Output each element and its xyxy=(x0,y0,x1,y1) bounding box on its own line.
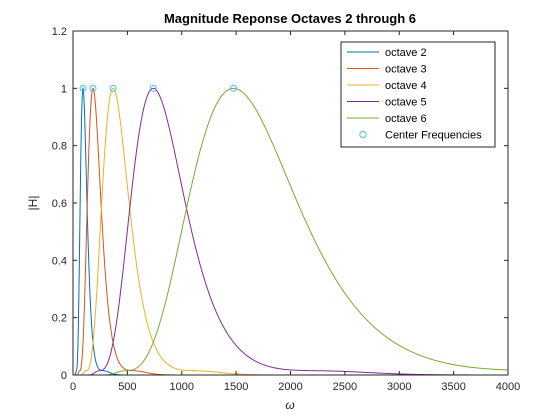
y-tick-label: 0.4 xyxy=(52,255,67,267)
center-frequency-marker xyxy=(149,84,157,92)
center-frequency-marker xyxy=(89,84,97,92)
legend-label: octave 4 xyxy=(385,80,427,92)
x-tick-label: 3000 xyxy=(387,381,411,393)
legend-label: octave 6 xyxy=(385,113,427,125)
legend-label: octave 3 xyxy=(385,64,427,76)
center-frequency-marker xyxy=(79,84,87,92)
y-tick-label: 1.2 xyxy=(52,26,67,38)
y-tick-label: 0.6 xyxy=(52,198,67,210)
y-tick-label: 1 xyxy=(61,83,67,95)
x-tick-label: 2000 xyxy=(278,381,302,393)
x-tick-label: 500 xyxy=(118,381,136,393)
y-tick-label: 0.8 xyxy=(52,141,67,153)
x-tick-label: 0 xyxy=(70,381,76,393)
legend-box xyxy=(340,41,496,148)
y-axis-label: |H| xyxy=(26,196,40,211)
legend-label: Center Frequencies xyxy=(385,130,482,142)
y-tick-label: 0 xyxy=(61,370,67,382)
x-tick-label: 2500 xyxy=(333,381,357,393)
axes-layer: 0 500 1000 1500 2000 2500 3000 3500 4000 0 0.2 0.4 0… xyxy=(52,26,521,393)
center-frequency-marker xyxy=(230,84,238,92)
center-frequency-marker xyxy=(109,84,117,92)
x-tick-label: 3500 xyxy=(441,381,465,393)
x-tick-label: 4000 xyxy=(496,381,520,393)
x-axis-label: ω xyxy=(285,398,294,412)
y-tick-label: 0.2 xyxy=(52,313,67,325)
series-line-octave-6 xyxy=(73,87,509,376)
chart-title: Magnitude Reponse Octaves 2 through 6 xyxy=(164,11,416,26)
legend: octave 2 octave 3 octave 4 octave 5 octave 6… xyxy=(340,41,496,148)
legend-label: octave 5 xyxy=(385,97,427,109)
x-tick-label: 1000 xyxy=(170,381,194,393)
legend-marker xyxy=(359,130,367,139)
x-tick-label: 1500 xyxy=(224,381,248,393)
legend-label: octave 2 xyxy=(385,47,427,59)
